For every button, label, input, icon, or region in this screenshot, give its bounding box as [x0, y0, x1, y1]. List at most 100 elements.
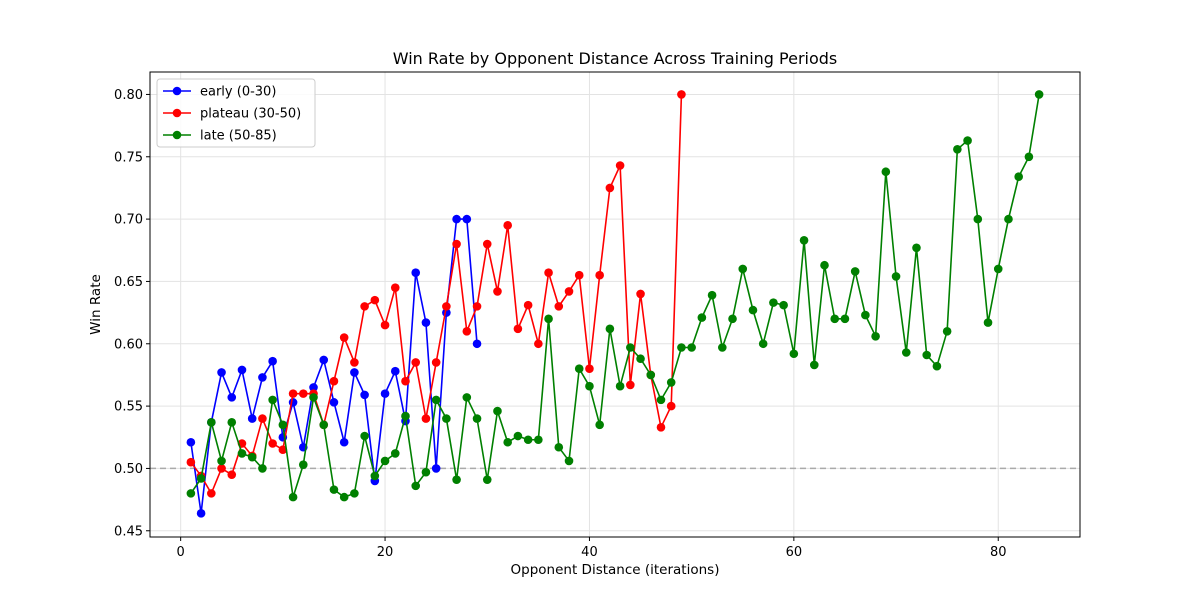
data-point — [258, 373, 267, 382]
data-point — [370, 295, 380, 305]
data-point — [186, 489, 196, 498]
data-point — [922, 350, 932, 360]
data-point — [482, 475, 492, 484]
data-point — [196, 474, 206, 483]
legend-entry: late (50-85) — [163, 129, 277, 144]
data-point — [339, 333, 349, 342]
data-point — [534, 435, 543, 445]
data-point — [799, 235, 809, 245]
data-point — [472, 339, 482, 349]
y-tick-label: 0.75 — [114, 150, 143, 165]
data-point — [738, 264, 748, 274]
data-point — [207, 489, 216, 498]
data-point — [1014, 172, 1023, 182]
data-point — [718, 343, 727, 352]
data-point — [840, 314, 850, 324]
data-point — [636, 289, 645, 299]
data-point — [871, 331, 880, 341]
data-point — [901, 348, 911, 357]
data-point — [196, 509, 206, 518]
data-point — [472, 302, 482, 311]
legend-marker — [172, 108, 182, 118]
data-point — [912, 243, 921, 253]
data-point — [983, 318, 993, 327]
data-point — [339, 492, 349, 502]
data-point — [779, 300, 788, 310]
x-tick-label: 20 — [377, 545, 394, 560]
data-point — [288, 492, 298, 502]
data-point — [605, 183, 615, 193]
x-tick-label: 40 — [581, 545, 598, 560]
data-point — [309, 393, 318, 402]
data-point — [615, 161, 625, 170]
data-point — [513, 324, 523, 334]
legend-label: early (0-30) — [200, 85, 276, 100]
data-point — [503, 437, 512, 447]
data-point — [769, 298, 778, 307]
data-point — [452, 475, 461, 484]
data-point — [564, 456, 574, 466]
data-point — [830, 314, 840, 324]
data-point — [452, 214, 461, 224]
data-point — [268, 395, 277, 405]
data-point — [646, 370, 656, 380]
data-point — [585, 381, 594, 391]
axis-ticks: 0 20 40 60 80 0.45 0.50 0.55 0.60 0.65 0.70 0.75 0.8… — [114, 88, 1006, 560]
legend-label: late (50-85) — [200, 129, 277, 144]
data-point — [973, 214, 983, 224]
data-point — [1024, 152, 1034, 162]
y-tick-label: 0.70 — [114, 213, 143, 228]
data-point — [677, 90, 686, 99]
data-point — [186, 437, 196, 447]
data-point — [697, 313, 707, 322]
data-point — [891, 272, 901, 281]
data-point — [431, 395, 441, 405]
data-point — [227, 393, 237, 402]
data-point — [421, 318, 431, 327]
data-point — [472, 414, 482, 423]
data-point — [237, 449, 247, 458]
data-point — [462, 327, 472, 336]
series-2 — [186, 90, 1044, 502]
data-point — [350, 489, 359, 498]
data-point — [390, 449, 400, 458]
data-point — [595, 420, 604, 430]
data-point — [298, 389, 308, 398]
data-point — [370, 471, 380, 481]
data-point — [350, 368, 359, 377]
data-point — [728, 314, 737, 324]
data-point — [1004, 214, 1013, 224]
legend-box — [156, 78, 316, 148]
data-point — [247, 452, 257, 462]
data-point — [298, 460, 308, 469]
data-point — [574, 270, 584, 280]
data-point — [534, 339, 543, 349]
data-point — [707, 290, 717, 300]
data-point — [493, 287, 502, 296]
data-point — [666, 401, 676, 411]
data-point — [339, 437, 349, 447]
data-point — [247, 414, 257, 423]
data-point — [288, 389, 298, 398]
data-point — [186, 457, 196, 467]
data-point — [666, 378, 676, 387]
data-point — [963, 136, 972, 145]
data-point — [350, 358, 359, 367]
data-point — [431, 464, 441, 473]
data-point — [237, 365, 247, 375]
data-point — [329, 485, 339, 494]
data-point — [319, 420, 329, 430]
series-layer — [186, 90, 1044, 518]
data-point — [523, 300, 533, 310]
data-point — [421, 414, 431, 423]
data-point — [268, 439, 277, 448]
data-point — [615, 381, 625, 391]
data-point — [881, 167, 891, 177]
data-point — [482, 239, 492, 249]
data-point — [809, 360, 819, 370]
data-point — [544, 314, 553, 324]
x-axis-label: Opponent Distance (iterations) — [511, 562, 720, 578]
data-point — [278, 445, 288, 455]
data-point — [656, 422, 666, 432]
